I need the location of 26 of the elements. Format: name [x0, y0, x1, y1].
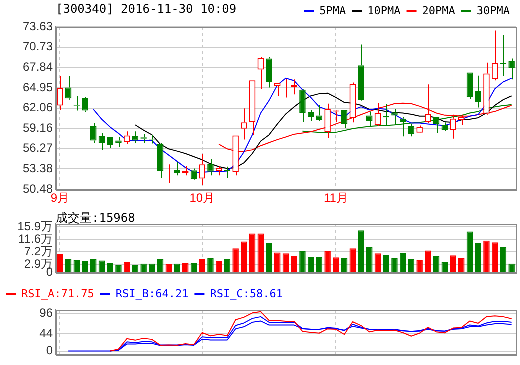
- y-tick-label: 0: [46, 344, 54, 358]
- y-tick-label: 56.27: [22, 141, 54, 156]
- y-tick-label: 44: [40, 326, 54, 340]
- legend-label: 20PMA: [422, 4, 456, 18]
- legend-label: 30PMA: [476, 4, 510, 18]
- legend-label: RSI_C:58.61: [210, 287, 284, 300]
- legend-label: RSI_B:64.21: [116, 287, 189, 300]
- x-tick-label: 9月: [50, 191, 70, 206]
- y-tick-label: 11.6万: [18, 232, 53, 246]
- y-tick-label: 73.63: [22, 19, 54, 34]
- chart-title: 成交量:15968: [56, 210, 136, 227]
- chart-title: [300340] 2016-11-30 10:09: [56, 2, 237, 16]
- y-tick-label: 15.9万: [18, 219, 53, 234]
- y-tick-label: 7.2万: [24, 244, 53, 258]
- y-tick-label: 62.06: [22, 100, 54, 115]
- legend-label: 5PMA: [320, 4, 347, 18]
- y-tick-label: 70.73: [22, 40, 54, 54]
- y-tick-label: 53.38: [22, 162, 54, 176]
- x-tick-label: 11月: [324, 191, 348, 206]
- y-tick-label: 64.95: [22, 80, 54, 94]
- x-tick-label: 10月: [190, 191, 216, 206]
- y-tick-label: 67.84: [22, 60, 54, 74]
- y-tick-label: 59.16: [22, 120, 54, 135]
- y-tick-label: 96: [40, 306, 54, 320]
- legend-label: 10PMA: [368, 4, 402, 18]
- legend-label: RSI_A:71.75: [22, 287, 94, 300]
